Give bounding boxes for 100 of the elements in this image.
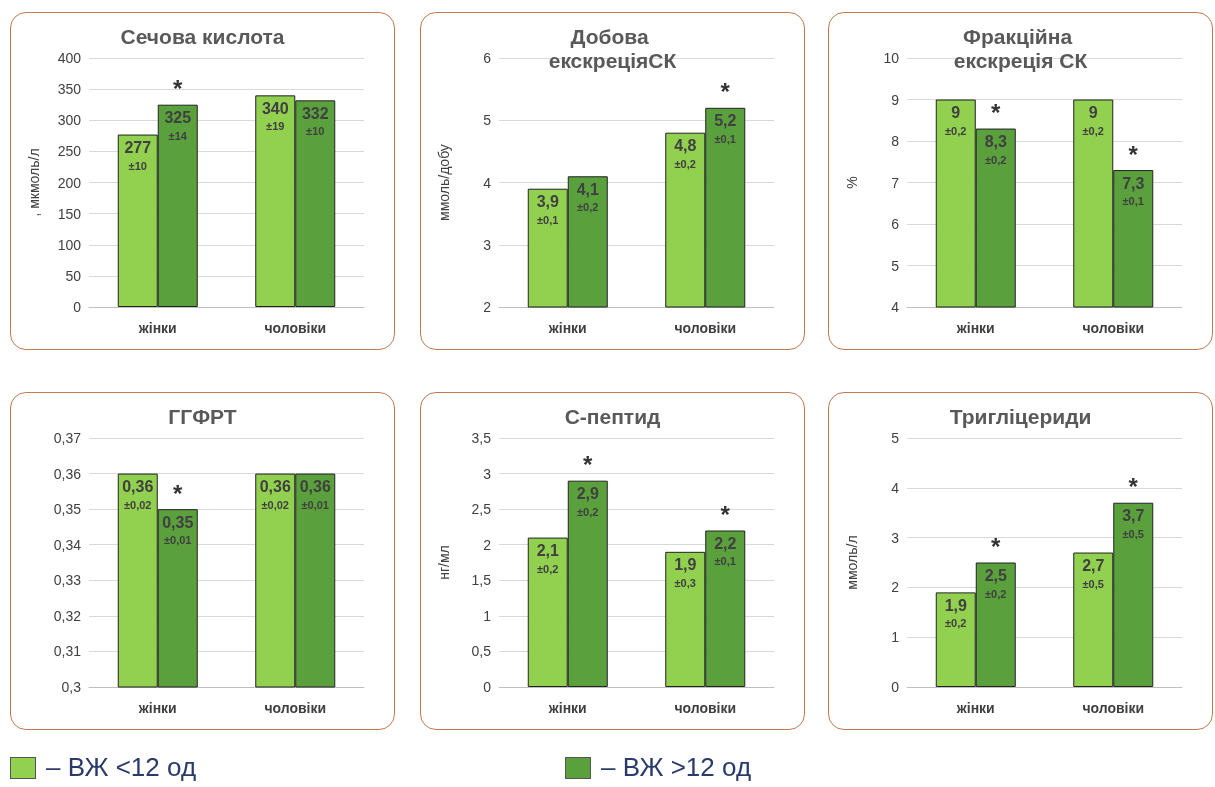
y-tick-label: 3 xyxy=(891,529,900,546)
data-label: 277 ±10 xyxy=(124,139,152,172)
data-label: 5,2 ±0,1 xyxy=(714,112,737,145)
data-label: 0,36 ±0,02 xyxy=(122,478,154,511)
chart-title: Сечова кислота xyxy=(120,24,285,48)
data-label: 3,7 ±0,5 xyxy=(1122,507,1145,540)
annotation: * xyxy=(1128,473,1139,501)
y-axis-title: ммоль/добу xyxy=(436,144,452,221)
annotation: * xyxy=(991,533,1002,560)
data-label: 3,9 ±0,1 xyxy=(536,193,559,226)
annotation: * xyxy=(173,479,184,507)
annotation: * xyxy=(173,75,184,103)
y-tick-label: 5 xyxy=(891,430,900,446)
y-tick-label: 4 xyxy=(891,479,900,496)
y-tick-label: 1,5 xyxy=(471,572,492,589)
annotation: * xyxy=(1128,140,1139,168)
data-label: 340 ±19 xyxy=(261,99,289,133)
legend-label: – ВЖ <12 од xyxy=(46,752,197,783)
y-tick-label: 200 xyxy=(57,174,82,191)
data-label: 9 ±0,2 xyxy=(945,104,967,137)
y-tick-label: 0 xyxy=(483,679,492,695)
y-tick-label: 2 xyxy=(891,579,900,596)
annotation: * xyxy=(991,99,1002,127)
y-tick-label: 350 xyxy=(57,81,82,98)
y-tick-label: 0,31 xyxy=(53,643,82,660)
y-tick-label: 0,34 xyxy=(53,536,82,553)
data-label: 1,9 ±0,3 xyxy=(674,556,697,589)
chart-title: Добова екскреціяСК xyxy=(548,24,677,72)
annotation: * xyxy=(720,78,731,106)
y-tick-label: 8 xyxy=(891,133,900,149)
y-tick-label: 4 xyxy=(891,299,900,315)
data-label: 2,1 ±0,2 xyxy=(536,542,559,575)
x-tick-label: жінки xyxy=(955,700,995,716)
y-tick-label: 0,5 xyxy=(471,643,492,660)
x-tick-label: жінки xyxy=(137,700,177,716)
y-tick-label: 2,5 xyxy=(471,501,492,518)
y-axis-title: , мкмоль/л xyxy=(26,148,42,217)
x-tick-label: чоловіки xyxy=(674,700,737,716)
chart-title: С-пептид xyxy=(564,404,661,428)
x-tick-label: жінки xyxy=(547,700,587,716)
data-label: 332 ±10 xyxy=(301,104,329,138)
data-label: 0,35 ±0,01 xyxy=(162,513,194,547)
y-tick-label: 400 xyxy=(57,50,82,66)
y-tick-label: 4 xyxy=(483,174,492,191)
y-tick-label: 3 xyxy=(483,236,492,253)
y-tick-label: 0,3 xyxy=(61,679,82,695)
x-tick-label: чоловіки xyxy=(264,700,327,716)
data-label: 4,1 ±0,2 xyxy=(576,180,599,214)
legend-label: – ВЖ >12 од xyxy=(601,752,752,783)
annotation: * xyxy=(583,451,594,479)
data-label: 325 ±14 xyxy=(164,109,192,142)
data-label: 0,36 ±0,02 xyxy=(259,478,291,511)
y-axis-title: ммоль/л xyxy=(844,535,860,590)
y-tick-label: 100 xyxy=(57,236,82,253)
chart-title: Тригліцериди xyxy=(949,404,1092,428)
data-label: 2,5 ±0,2 xyxy=(984,567,1007,600)
data-label: 2,9 ±0,2 xyxy=(576,485,599,518)
x-tick-label: жінки xyxy=(137,320,177,336)
y-tick-label: 0,32 xyxy=(53,607,82,624)
x-tick-label: чоловіки xyxy=(1082,700,1145,716)
data-label: 0,36 ±0,01 xyxy=(299,478,331,511)
y-tick-label: 1 xyxy=(891,629,900,646)
y-tick-label: 5 xyxy=(891,257,900,274)
x-tick-label: чоловіки xyxy=(264,320,327,336)
data-label: 8,3 ±0,2 xyxy=(984,133,1007,166)
x-tick-label: жінки xyxy=(955,320,995,336)
y-tick-label: 1 xyxy=(483,607,492,624)
y-tick-label: 6 xyxy=(483,50,492,66)
y-tick-label: 2 xyxy=(483,536,492,553)
y-axis-title: нг/мл xyxy=(436,545,452,580)
y-tick-label: 0 xyxy=(73,299,82,315)
y-tick-label: 0,36 xyxy=(53,465,82,482)
y-tick-label: 250 xyxy=(57,143,82,160)
data-label: 9 ±0,2 xyxy=(1082,104,1104,137)
data-label: 2,7 ±0,5 xyxy=(1082,557,1105,590)
x-tick-label: чоловіки xyxy=(1082,320,1145,336)
y-tick-label: 3,5 xyxy=(471,430,492,446)
chart-title: ГГФРТ xyxy=(168,404,237,428)
y-tick-label: 3 xyxy=(483,465,492,482)
y-tick-label: 10 xyxy=(883,50,900,66)
y-tick-label: 0,35 xyxy=(53,501,82,518)
y-tick-label: 2 xyxy=(483,299,492,315)
y-tick-label: 6 xyxy=(891,216,900,232)
y-tick-label: 0,37 xyxy=(53,430,82,446)
y-tick-label: 150 xyxy=(57,205,82,222)
chart-title: Фракційна екскреція СК xyxy=(953,24,1088,72)
y-tick-label: 5 xyxy=(483,112,492,129)
x-tick-label: жінки xyxy=(547,320,587,336)
data-label: 2,2 ±0,1 xyxy=(714,534,737,568)
y-tick-label: 7 xyxy=(891,174,900,191)
data-label: 7,3 ±0,1 xyxy=(1122,174,1145,208)
y-tick-label: 300 xyxy=(57,112,82,129)
data-label: 4,8 ±0,2 xyxy=(674,137,697,170)
x-tick-label: чоловіки xyxy=(674,320,737,336)
y-axis-title: % xyxy=(844,176,860,189)
y-tick-label: 0 xyxy=(891,679,900,695)
annotation: * xyxy=(720,500,731,528)
data-label: 1,9 ±0,2 xyxy=(944,596,967,630)
y-tick-label: 9 xyxy=(891,91,900,108)
y-tick-label: 0,33 xyxy=(53,572,82,589)
